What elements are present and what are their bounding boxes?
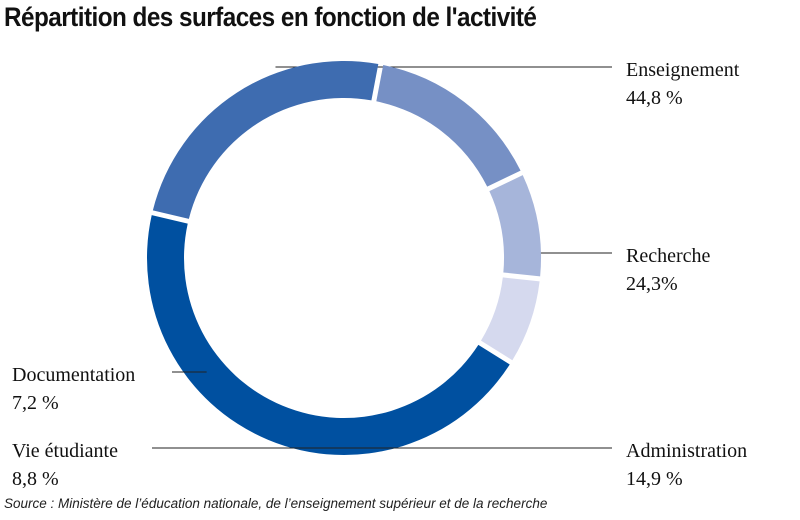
source-note: Source : Ministère de l’éducation nation… [4,496,548,511]
label-enseignement: Enseignement [626,59,740,81]
slice-vie-etudiante [489,175,541,277]
slice-recherche [152,60,379,219]
value-vie-etudiante: 8,8 % [12,468,59,490]
label-administration: Administration [626,440,747,462]
value-enseignement: 44,8 % [626,87,683,109]
label-documentation: Documentation [12,364,135,386]
slice-documentation [480,277,540,361]
value-documentation: 7,2 % [12,392,59,414]
value-recherche: 24,3% [626,273,678,295]
slice-administration [376,64,521,187]
slice-enseignement [147,215,510,455]
donut-chart: Enseignement 44,8 % Recherche 24,3% Administ… [12,59,747,490]
label-vie-etudiante: Vie étudiante [12,440,118,462]
label-recherche: Recherche [626,245,711,267]
chart-title: Répartition des surfaces en fonction de … [4,2,537,32]
value-administration: 14,9 % [626,468,683,490]
